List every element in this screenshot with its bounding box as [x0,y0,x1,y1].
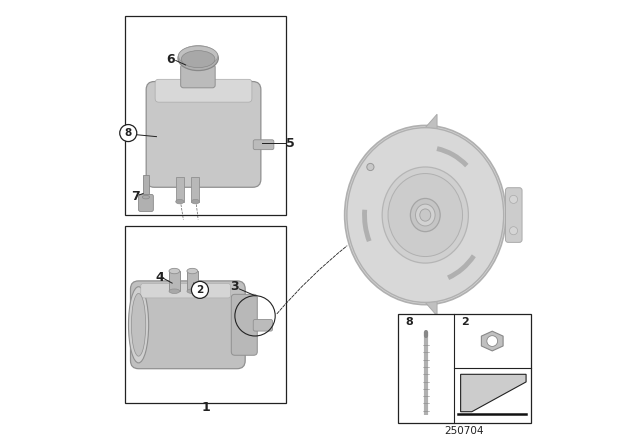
Ellipse shape [169,268,180,274]
FancyBboxPatch shape [506,188,522,242]
Polygon shape [425,114,437,316]
Ellipse shape [181,51,215,68]
FancyBboxPatch shape [253,319,273,331]
FancyBboxPatch shape [155,79,252,102]
Bar [169,271,180,291]
Ellipse shape [415,204,435,226]
FancyBboxPatch shape [231,294,257,355]
Ellipse shape [410,198,440,232]
Bar [191,177,200,202]
Polygon shape [481,331,503,351]
Bar [176,177,184,202]
Text: 1: 1 [202,401,210,414]
FancyBboxPatch shape [146,82,261,187]
Ellipse shape [187,289,198,293]
Ellipse shape [176,199,184,204]
Ellipse shape [142,195,150,199]
Ellipse shape [344,125,506,305]
Circle shape [487,336,498,346]
Circle shape [367,164,374,171]
FancyBboxPatch shape [131,281,245,369]
Bar [125,226,287,403]
Text: 7: 7 [131,190,140,203]
FancyBboxPatch shape [180,65,215,88]
Circle shape [509,227,518,235]
Circle shape [120,125,137,142]
FancyBboxPatch shape [141,284,230,298]
Text: 2: 2 [196,285,204,295]
Ellipse shape [178,46,218,70]
Text: 2: 2 [461,317,469,327]
Circle shape [191,281,209,298]
Ellipse shape [169,289,180,293]
Ellipse shape [347,128,504,302]
Bar [125,16,287,215]
Text: 250704: 250704 [445,426,484,436]
FancyBboxPatch shape [253,140,274,150]
Ellipse shape [129,287,148,363]
Text: 4: 4 [156,271,164,284]
Ellipse shape [420,209,431,221]
Ellipse shape [179,46,218,66]
FancyBboxPatch shape [139,194,154,211]
Text: 5: 5 [286,137,295,150]
Ellipse shape [191,199,200,204]
Bar [398,314,531,423]
Text: 6: 6 [166,52,175,66]
Bar [187,271,198,291]
Ellipse shape [382,167,468,263]
Ellipse shape [388,173,463,257]
Ellipse shape [187,268,198,274]
Text: 8: 8 [406,317,413,327]
Polygon shape [461,375,526,412]
Ellipse shape [131,293,146,356]
Text: 8: 8 [125,128,132,138]
Bar [143,175,149,197]
Text: 3: 3 [230,280,239,293]
Circle shape [509,195,518,203]
